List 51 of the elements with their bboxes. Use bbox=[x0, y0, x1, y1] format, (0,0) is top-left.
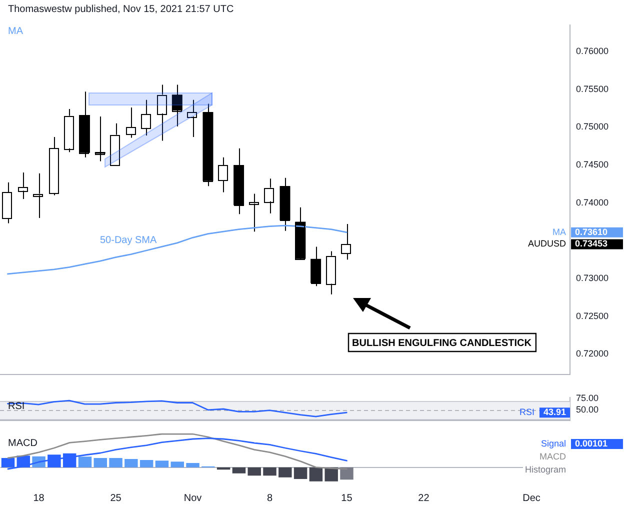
bar bbox=[109, 458, 122, 468]
text: MACD bbox=[540, 451, 566, 462]
y-tick-label: 0.74500 bbox=[576, 159, 609, 170]
bar bbox=[324, 467, 338, 482]
x-tick-label: 15 bbox=[341, 492, 353, 504]
chart-title: MACD bbox=[8, 438, 38, 449]
bar bbox=[170, 462, 184, 468]
y-tick-label: 0.74000 bbox=[576, 197, 609, 208]
text: Signal bbox=[540, 438, 566, 448]
x-tick-label: 25 bbox=[110, 492, 122, 504]
bar bbox=[340, 467, 354, 480]
annotation: 43.91 bbox=[543, 407, 566, 418]
text: MA bbox=[8, 26, 23, 37]
text: 0.73610 bbox=[575, 226, 608, 237]
text: 0.73453 bbox=[575, 238, 608, 249]
x-tick-label: 22 bbox=[418, 492, 430, 504]
y-tick-label: 0.76000 bbox=[576, 46, 609, 56]
bar bbox=[263, 467, 276, 476]
text: 0.00101 bbox=[575, 438, 608, 448]
text: Histogram bbox=[524, 464, 566, 474]
x-tick-label: Nov bbox=[184, 492, 202, 504]
candlestick bbox=[341, 224, 352, 260]
bar bbox=[294, 467, 308, 479]
y-tick-label: 0.72000 bbox=[576, 348, 609, 359]
y-tick-label: 0.72500 bbox=[576, 310, 609, 321]
annotation: 50-Day SMA bbox=[100, 234, 158, 246]
bar bbox=[140, 460, 154, 468]
x-tick-label: Dec bbox=[522, 492, 540, 504]
y-tick-label: 0.73000 bbox=[576, 272, 609, 283]
bar bbox=[78, 456, 92, 468]
text: AUDUSD bbox=[528, 238, 566, 249]
bar bbox=[278, 467, 292, 478]
bar bbox=[232, 467, 246, 474]
chart-title: Thomaswestw published, Nov 15, 2021 21:57 UTC bbox=[8, 4, 234, 15]
x-tick-label: 8 bbox=[266, 492, 273, 504]
annotation: BULLISH ENGULFING CANDLESTICK bbox=[352, 338, 532, 349]
x-tick-label: 18 bbox=[33, 492, 45, 504]
chart-title: RSI bbox=[8, 401, 25, 412]
bar bbox=[124, 459, 138, 468]
bar bbox=[155, 460, 169, 468]
bar bbox=[94, 458, 108, 468]
bar bbox=[186, 463, 200, 468]
bar bbox=[309, 467, 323, 482]
text: MA bbox=[552, 226, 566, 237]
y-tick-label: 75.00 bbox=[576, 393, 599, 404]
y-tick-label: 0.75000 bbox=[576, 122, 609, 132]
y-tick-label: 0.75500 bbox=[576, 84, 609, 94]
bar bbox=[48, 454, 61, 468]
legend-label: RSI bbox=[519, 407, 534, 418]
y-tick-label: 50.00 bbox=[576, 404, 599, 414]
bar bbox=[248, 467, 261, 476]
